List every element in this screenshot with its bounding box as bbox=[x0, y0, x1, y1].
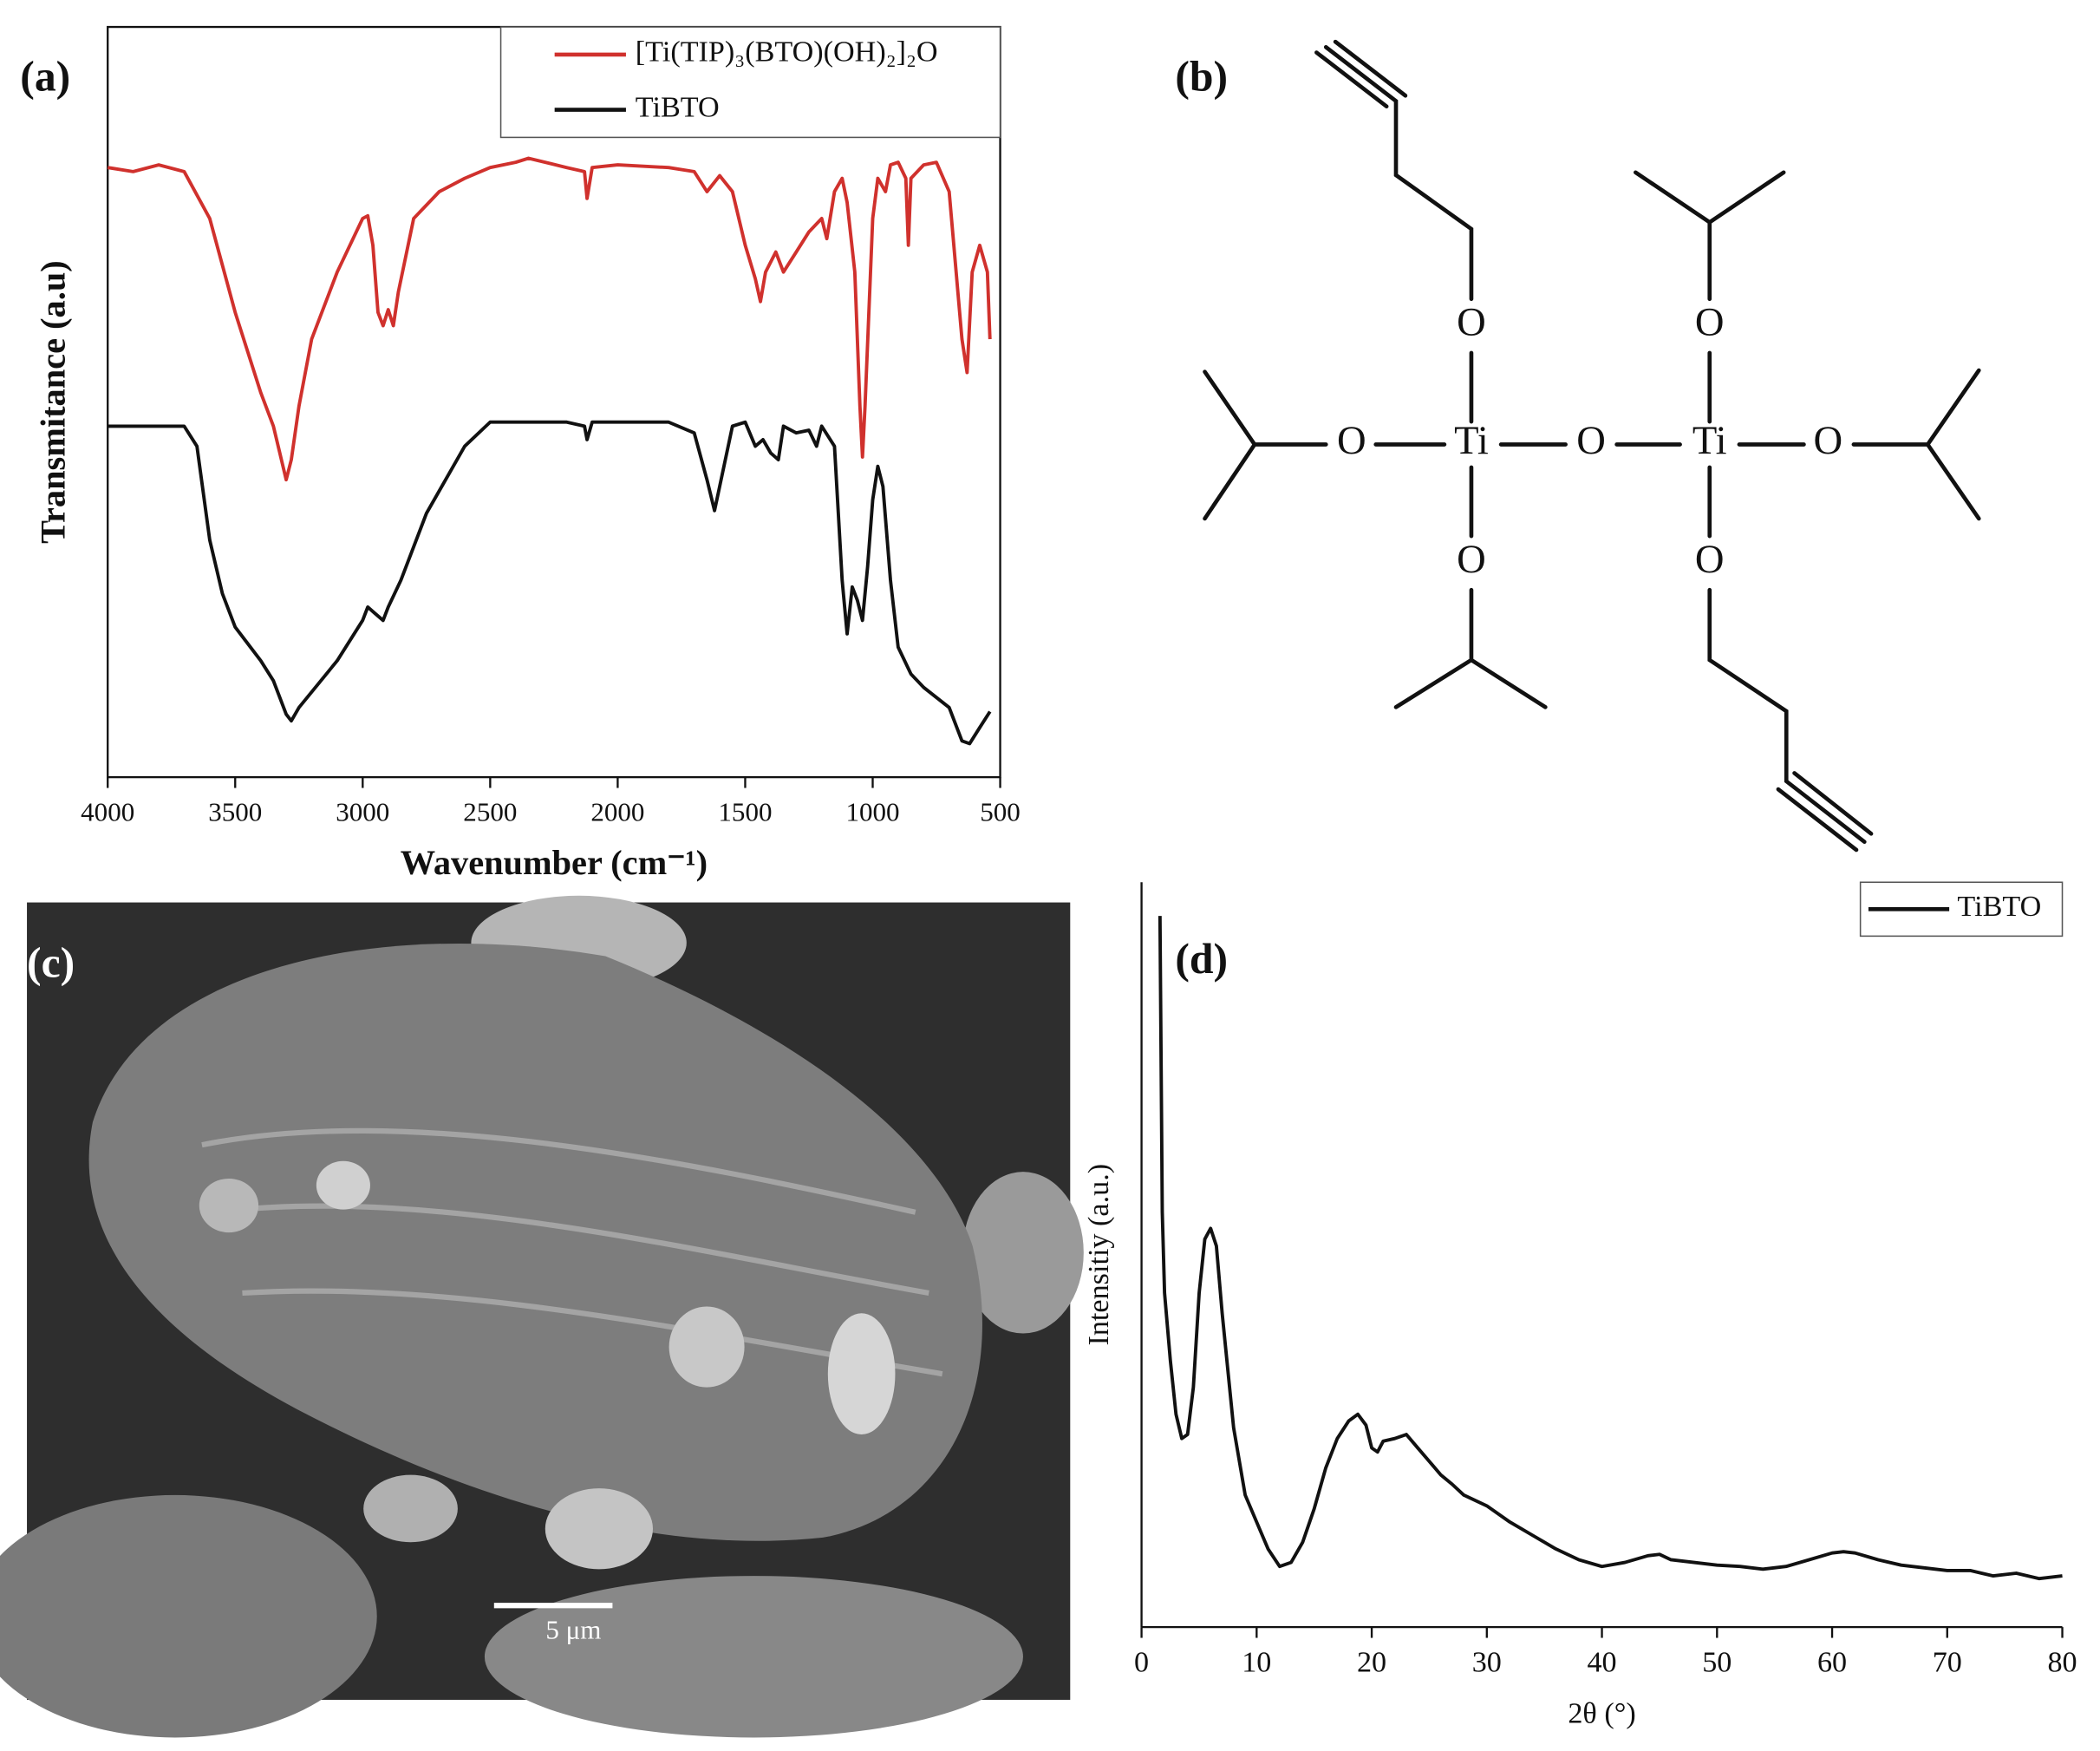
legend-label: TiBTO bbox=[636, 91, 720, 123]
x-tick-label: 60 bbox=[1817, 1646, 1847, 1678]
panel-label: (c) bbox=[27, 939, 75, 987]
atom: O bbox=[1695, 537, 1725, 582]
x-tick-label: 80 bbox=[2047, 1646, 2077, 1678]
scale-bar-label: 5 μm bbox=[545, 1614, 601, 1644]
x-tick-label: 3500 bbox=[208, 797, 262, 827]
x-tick-label: 70 bbox=[1933, 1646, 1962, 1678]
x-tick-label: 1000 bbox=[845, 797, 899, 827]
atom: O bbox=[1457, 300, 1486, 345]
data-line bbox=[1158, 916, 2063, 1581]
atom: O bbox=[1337, 418, 1366, 463]
y-axis-label: Intensitiy (a.u.) bbox=[1083, 1164, 1115, 1346]
structure-bonds bbox=[1203, 39, 1981, 853]
x-tick-label: 3000 bbox=[336, 797, 389, 827]
atom: O bbox=[1576, 418, 1606, 463]
atom: O bbox=[1457, 537, 1486, 582]
y-axis-label: Transmitance (a.u) bbox=[33, 260, 72, 544]
atom: Ti bbox=[1454, 418, 1489, 463]
x-tick-label: 2000 bbox=[590, 797, 644, 827]
panel-label: (b) bbox=[1175, 53, 1228, 101]
sem-image bbox=[0, 895, 1084, 1738]
x-tick-label: 30 bbox=[1472, 1646, 1502, 1678]
x-tick-label: 10 bbox=[1242, 1646, 1271, 1678]
legend-label: [Ti(TIP)₃(BTO)(OH)₂]₂O bbox=[636, 36, 938, 69]
legend-label: TiBTO bbox=[1957, 891, 2041, 923]
x-axis-label: Wavenumber (cm⁻¹) bbox=[401, 843, 708, 882]
panel-label: (d) bbox=[1175, 935, 1228, 983]
x-tick-label: 20 bbox=[1357, 1646, 1386, 1678]
x-axis-label: 2θ (°) bbox=[1568, 1697, 1635, 1729]
data-line bbox=[107, 156, 992, 482]
x-tick-label: 4000 bbox=[81, 797, 134, 827]
x-tick-label: 500 bbox=[980, 797, 1021, 827]
x-tick-label: 40 bbox=[1587, 1646, 1616, 1678]
atom: Ti bbox=[1692, 418, 1727, 463]
legend-box bbox=[499, 26, 1001, 139]
x-tick-label: 50 bbox=[1702, 1646, 1732, 1678]
atom: O bbox=[1695, 300, 1725, 345]
x-tick-label: 0 bbox=[1134, 1646, 1149, 1678]
atom: O bbox=[1814, 418, 1843, 463]
panel-label: (a) bbox=[20, 53, 70, 101]
x-tick-label: 2500 bbox=[463, 797, 517, 827]
x-tick-label: 1500 bbox=[718, 797, 772, 827]
data-line bbox=[108, 420, 992, 746]
